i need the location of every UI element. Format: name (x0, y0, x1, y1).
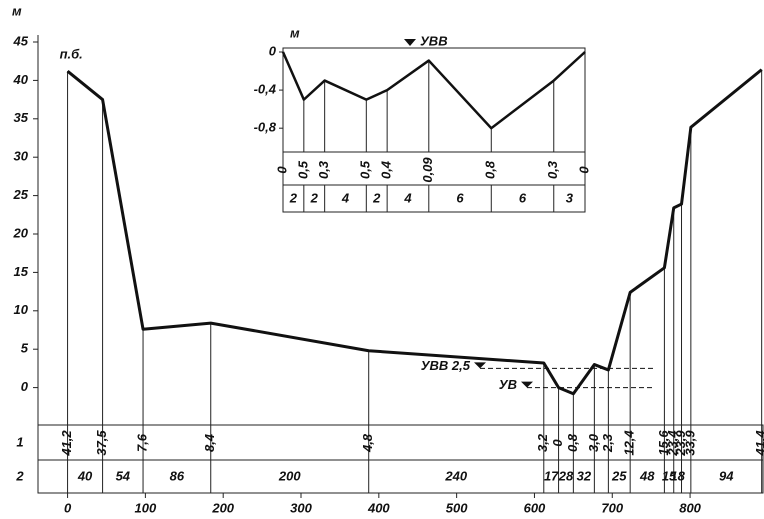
value-label: 0 (550, 439, 565, 447)
table-frame (37, 424, 764, 494)
point-label: п.б. (60, 47, 83, 62)
water-label: УВ (499, 377, 517, 392)
x-tick-label: 600 (524, 500, 546, 515)
value-label: 3,0 (586, 433, 601, 452)
y-axis-label: м (12, 3, 22, 18)
x-tick-label: 400 (367, 500, 390, 515)
inset-value-label: 0,5 (295, 160, 310, 179)
inset-value-label: 0,3 (316, 160, 331, 179)
y-tick-label: 20 (13, 225, 29, 240)
value-label: 12,4 (622, 430, 637, 456)
inset-value-label: 0,3 (545, 160, 560, 179)
value-label: 41,2 (59, 430, 74, 457)
interval-label: 48 (639, 468, 655, 483)
inset-interval-label: 6 (456, 190, 464, 205)
value-label: 33,9 (682, 430, 697, 456)
x-tick-label: 500 (446, 500, 468, 515)
inset-value-label: 0,09 (420, 157, 435, 183)
interval-label: 200 (278, 468, 301, 483)
water-marker (474, 362, 486, 369)
profile-line (66, 68, 763, 396)
interval-label: 25 (611, 468, 627, 483)
value-label: 41,4 (753, 430, 764, 457)
y-tick-label: 30 (14, 149, 29, 164)
inset-interval-label: 4 (341, 190, 350, 205)
inset-water-label: УВВ (420, 33, 448, 48)
y-tick-label: 25 (13, 187, 29, 202)
value-label: 23,4 (665, 430, 680, 457)
y-tick-label: 5 (21, 341, 29, 356)
inset-y-tick-label: -0,8 (254, 120, 277, 135)
interval-label: 32 (577, 468, 592, 483)
inset-frame (282, 47, 586, 213)
y-tick-label: 10 (14, 302, 29, 317)
interval-label: 86 (170, 468, 185, 483)
inset-y-tick-label: 0 (269, 43, 277, 58)
water-label: УВВ 2,5 (421, 358, 471, 373)
row-label: 2 (15, 468, 24, 483)
inset-y-tick-label: -0,4 (254, 82, 277, 97)
interval-label: 18 (670, 468, 685, 483)
value-label: 15,6 (656, 430, 671, 456)
value-label: 2,3 (600, 433, 615, 453)
inset-value-label: 0,4 (379, 160, 394, 179)
x-tick-label: 200 (211, 500, 234, 515)
inset-value-label: 0,5 (358, 160, 373, 179)
inset-interval-label: 3 (566, 190, 574, 205)
interval-label: 54 (116, 468, 131, 483)
inset-value-label: 0 (274, 166, 289, 174)
x-tick-label: 300 (290, 500, 312, 515)
y-tick-label: 45 (13, 33, 29, 48)
value-label: 8,4 (202, 433, 217, 452)
inset-interval-label: 2 (310, 190, 319, 205)
interval-label: 28 (558, 468, 574, 483)
value-label: 37,5 (94, 430, 109, 456)
value-label: 7,6 (134, 433, 149, 452)
interval-label: 240 (444, 468, 467, 483)
y-tick-label: 40 (13, 72, 29, 87)
water-marker (521, 381, 533, 388)
inset-interval-label: 6 (519, 190, 527, 205)
interval-label: 17 (544, 468, 559, 483)
inset-value-label: 0,8 (483, 160, 498, 179)
inset-profile-line (281, 51, 586, 130)
inset-interval-label: 2 (289, 190, 298, 205)
value-label: 3,2 (535, 433, 550, 452)
inset-interval-label: 4 (403, 190, 412, 205)
interval-label: 15 (662, 468, 677, 483)
value-label: 4,8 (360, 433, 375, 453)
inset-interval-label: 2 (372, 190, 381, 205)
value-label: 23,9 (673, 430, 688, 457)
x-tick-label: 100 (135, 500, 157, 515)
x-tick-label: 800 (679, 500, 701, 515)
value-label: 0,8 (565, 433, 580, 452)
inset-water-marker (404, 39, 416, 46)
y-tick-label: 35 (14, 110, 29, 125)
y-tick-label: 0 (21, 379, 29, 394)
y-tick-label: 15 (14, 264, 29, 279)
inset-value-label: 0 (576, 166, 591, 174)
x-tick-label: 700 (601, 500, 623, 515)
x-tick-label: 0 (64, 500, 72, 515)
row-label: 1 (16, 434, 23, 449)
interval-label: 94 (719, 468, 734, 483)
interval-label: 40 (77, 468, 93, 483)
inset-y-axis-label: м (290, 25, 300, 40)
